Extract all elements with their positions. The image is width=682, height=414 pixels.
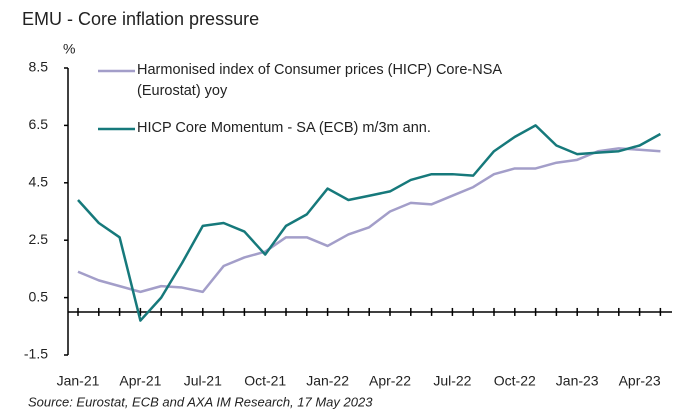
x-tick-label: Jul-21 [184,373,222,389]
x-tick-label: Apr-22 [369,373,411,389]
x-tick-label: Apr-21 [119,373,161,389]
y-tick-label: 8.5 [29,59,49,75]
series-line [77,124,662,322]
series-line [77,147,661,294]
y-tick-label: 0.5 [29,288,49,304]
x-tick-label: Oct-22 [494,373,536,389]
y-unit: % [63,41,75,57]
x-tick-label: Jan-21 [57,373,100,389]
legend-label: HICP Core Momentum - SA (ECB) m/3m ann. [137,120,431,136]
y-tick-label: 2.5 [29,231,49,247]
y-tick-label: -1.5 [24,346,48,362]
y-tick-label: 6.5 [29,116,49,132]
y-tick-label: 4.5 [29,174,49,190]
legend-label: Harmonised index of Consumer prices (HIC… [137,62,502,99]
chart-title: EMU - Core inflation pressure [22,9,259,29]
x-tick-label: Oct-21 [244,373,286,389]
x-tick-label: Apr-23 [619,373,661,389]
x-tick-label: Jan-22 [306,373,349,389]
x-tick-label: Jan-23 [556,373,599,389]
source: Source: Eurostat, ECB and AXA IM Researc… [28,394,373,409]
x-tick-label: Jul-22 [433,373,471,389]
